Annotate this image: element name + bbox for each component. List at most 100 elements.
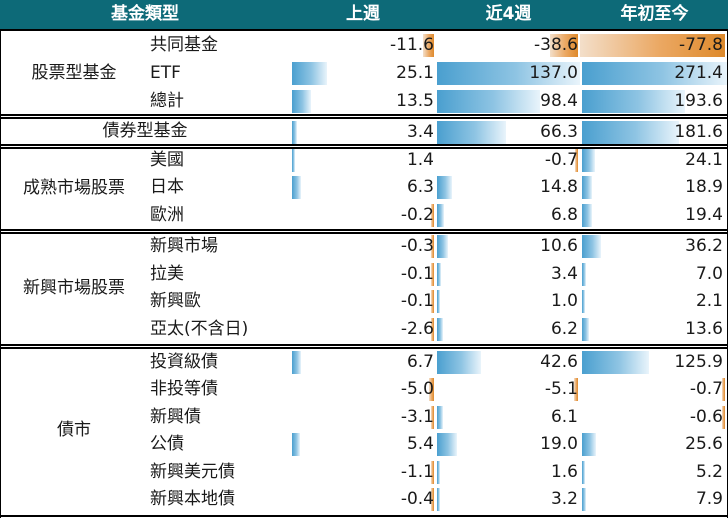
flow-value: 10.6 xyxy=(540,236,578,256)
negative-flow-bar xyxy=(580,34,725,57)
row-label: 歐洲 xyxy=(150,205,184,225)
flow-value: 6.1 xyxy=(550,407,578,427)
negative-flow-bar xyxy=(722,378,725,401)
flow-value: -0.1 xyxy=(400,291,434,311)
flow-value: 5.4 xyxy=(406,434,434,454)
negative-flow-bar xyxy=(550,34,578,57)
positive-flow-bar xyxy=(437,461,440,484)
negative-flow-bar xyxy=(722,406,725,429)
flow-value: 13.6 xyxy=(685,319,723,339)
flow-value: 193.6 xyxy=(674,91,723,111)
flow-value: 24.1 xyxy=(685,150,723,170)
positive-flow-bar xyxy=(582,121,680,144)
row-label: 新興本地債 xyxy=(150,489,235,509)
positive-flow-bar xyxy=(437,176,453,199)
flow-value: 181.6 xyxy=(674,122,723,142)
negative-flow-bar xyxy=(575,149,578,172)
flow-value: -0.6 xyxy=(689,407,723,427)
positive-flow-bar xyxy=(582,90,686,113)
divider-line xyxy=(0,344,728,346)
positive-flow-bar xyxy=(292,149,295,172)
flow-value: 42.6 xyxy=(540,352,578,372)
header-row xyxy=(0,0,728,29)
header-last-week: 上週 xyxy=(346,4,380,24)
row-label: 拉美 xyxy=(150,264,184,284)
flow-value: 98.4 xyxy=(540,91,578,111)
flow-value: 6.3 xyxy=(406,177,434,197)
flow-value: 13.5 xyxy=(396,91,434,111)
row-label: 新興美元債 xyxy=(150,462,235,482)
positive-flow-bar xyxy=(292,90,311,113)
positive-flow-bar xyxy=(437,235,449,258)
flow-value: -2.6 xyxy=(400,319,434,339)
negative-flow-bar xyxy=(422,34,434,57)
flow-value: 1.6 xyxy=(550,462,578,482)
flow-value: 36.2 xyxy=(685,236,723,256)
row-label: 日本 xyxy=(150,177,184,197)
positive-flow-bar xyxy=(582,62,727,85)
flow-value: -11.6 xyxy=(390,35,434,55)
positive-flow-bar xyxy=(292,121,297,144)
flow-value: 5.2 xyxy=(695,462,723,482)
row-label: 非投等債 xyxy=(150,379,218,399)
flow-value: 3.4 xyxy=(550,264,578,284)
positive-flow-bar xyxy=(292,62,328,85)
positive-flow-bar xyxy=(437,433,457,456)
row-label: ETF xyxy=(150,63,181,83)
flow-value: -1.1 xyxy=(400,462,434,482)
header-last-4-weeks: 近4週 xyxy=(485,4,532,24)
flow-value: -5.0 xyxy=(400,379,434,399)
group-label: 成熟市場股票 xyxy=(23,178,125,198)
positive-flow-bar xyxy=(437,488,441,511)
flow-value: 2.1 xyxy=(695,291,723,311)
group-label: 債市 xyxy=(57,420,91,440)
divider-line xyxy=(0,117,728,119)
positive-flow-bar xyxy=(582,351,650,374)
row-label: 新興市場 xyxy=(150,236,218,256)
positive-flow-bar xyxy=(582,488,587,511)
negative-flow-bar xyxy=(431,290,434,313)
header-fund-type: 基金類型 xyxy=(111,4,179,24)
negative-flow-bar xyxy=(429,378,434,401)
flow-value: 25.1 xyxy=(396,63,434,83)
positive-flow-bar xyxy=(582,290,585,313)
positive-flow-bar xyxy=(437,318,444,341)
positive-flow-bar xyxy=(582,433,596,456)
positive-flow-bar xyxy=(292,433,300,456)
positive-flow-bar xyxy=(582,204,593,227)
divider-line xyxy=(0,229,728,231)
positive-flow-bar xyxy=(437,62,580,85)
flow-value: 1.0 xyxy=(550,291,578,311)
flow-value: -3.1 xyxy=(400,407,434,427)
group-label: 新興市場股票 xyxy=(23,278,125,298)
positive-flow-bar xyxy=(437,351,482,374)
flow-value: 6.7 xyxy=(406,352,434,372)
positive-flow-bar xyxy=(437,406,444,429)
flow-value: 3.2 xyxy=(550,489,578,509)
divider-line xyxy=(0,515,728,517)
flow-value: -0.7 xyxy=(689,379,723,399)
positive-flow-bar xyxy=(437,263,441,286)
positive-flow-bar xyxy=(582,263,586,286)
positive-flow-bar xyxy=(582,235,602,258)
flow-value: 3.4 xyxy=(406,122,434,142)
flow-value: 125.9 xyxy=(674,352,723,372)
flow-value: -0.1 xyxy=(400,264,434,284)
flow-value: -5.1 xyxy=(544,379,578,399)
flow-value: -0.7 xyxy=(544,150,578,170)
negative-flow-bar xyxy=(431,488,434,511)
positive-flow-bar xyxy=(437,290,440,313)
negative-flow-bar xyxy=(431,263,434,286)
flow-value: 19.4 xyxy=(685,205,723,225)
border-left xyxy=(0,29,1,518)
header-ytd: 年初至今 xyxy=(620,4,689,24)
negative-flow-bar xyxy=(431,204,434,227)
positive-flow-bar xyxy=(437,90,540,113)
flow-value: 6.2 xyxy=(550,319,578,339)
positive-flow-bar xyxy=(582,461,585,484)
row-label: 投資級債 xyxy=(150,352,218,372)
flow-value: 271.4 xyxy=(674,63,723,83)
divider-line xyxy=(0,29,728,31)
flow-value: -0.4 xyxy=(400,489,434,509)
row-label: 新興歐 xyxy=(150,291,201,311)
